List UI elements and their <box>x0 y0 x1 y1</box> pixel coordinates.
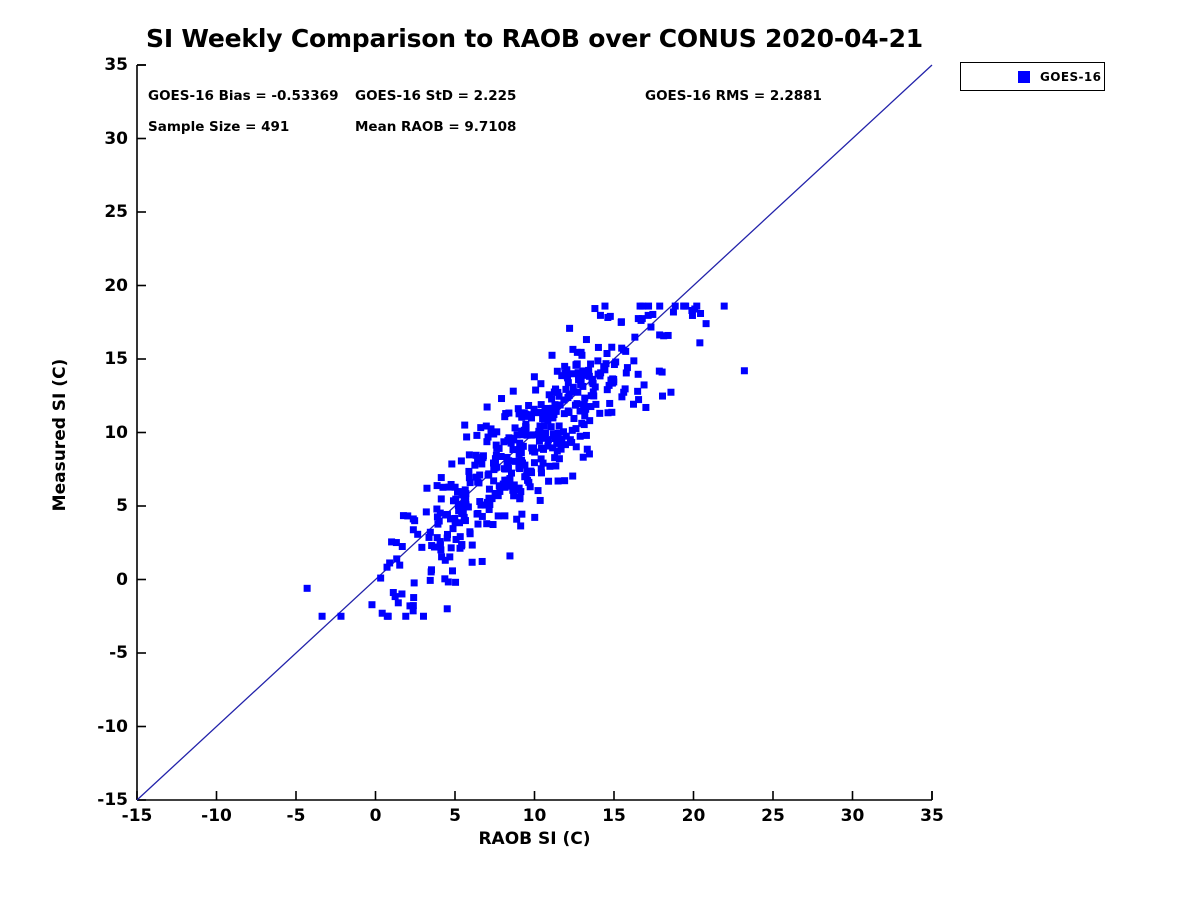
legend <box>960 62 1105 91</box>
y-tick-label: -15 <box>97 790 128 810</box>
axis-lines <box>136 64 933 801</box>
x-tick-label: -10 <box>201 806 232 826</box>
x-tick-label: 35 <box>920 806 944 826</box>
y-tick-label: 25 <box>104 202 128 222</box>
y-tick-label: -10 <box>97 716 128 737</box>
y-tick-label: 5 <box>116 496 128 516</box>
x-tick-label: 20 <box>681 806 706 826</box>
x-tick-label: -15 <box>121 806 153 826</box>
data-points-goes16 <box>303 302 748 620</box>
x-tick-label: 0 <box>369 806 382 826</box>
x-tick-label: 5 <box>449 806 461 826</box>
y-tick-label: 35 <box>104 55 128 75</box>
y-tick-label: 15 <box>104 349 128 369</box>
page-title: SI Weekly Comparison to RAOB over CONUS … <box>146 24 923 53</box>
y-tick-label: 20 <box>104 275 128 296</box>
y-tick-label: 0 <box>116 569 128 590</box>
x-tick-label: -5 <box>286 806 306 826</box>
x-tick-label: 15 <box>602 806 626 826</box>
x-tick-label: 25 <box>761 806 785 826</box>
x-tick-label: 30 <box>840 806 865 826</box>
x-axis-label: RAOB SI (C) <box>478 829 591 849</box>
annotation-sample-size: Sample Size = 491 <box>148 119 290 135</box>
y-tick-label: 10 <box>104 422 128 443</box>
annotation-rms: GOES-16 RMS = 2.2881 <box>645 88 822 104</box>
y-tick-label: -5 <box>109 643 128 663</box>
y-axis-label: Measured SI (C) <box>50 358 70 512</box>
annotation-mean-raob: Mean RAOB = 9.7108 <box>355 119 517 135</box>
x-tick-label: 10 <box>522 806 547 826</box>
annotation-bias: GOES-16 Bias = -0.53369 <box>148 88 339 104</box>
legend-marker-icon <box>1018 71 1030 83</box>
legend-item-label: GOES-16 <box>1040 70 1102 84</box>
y-tick-label: 30 <box>104 128 128 149</box>
annotation-std: GOES-16 StD = 2.225 <box>355 88 517 104</box>
